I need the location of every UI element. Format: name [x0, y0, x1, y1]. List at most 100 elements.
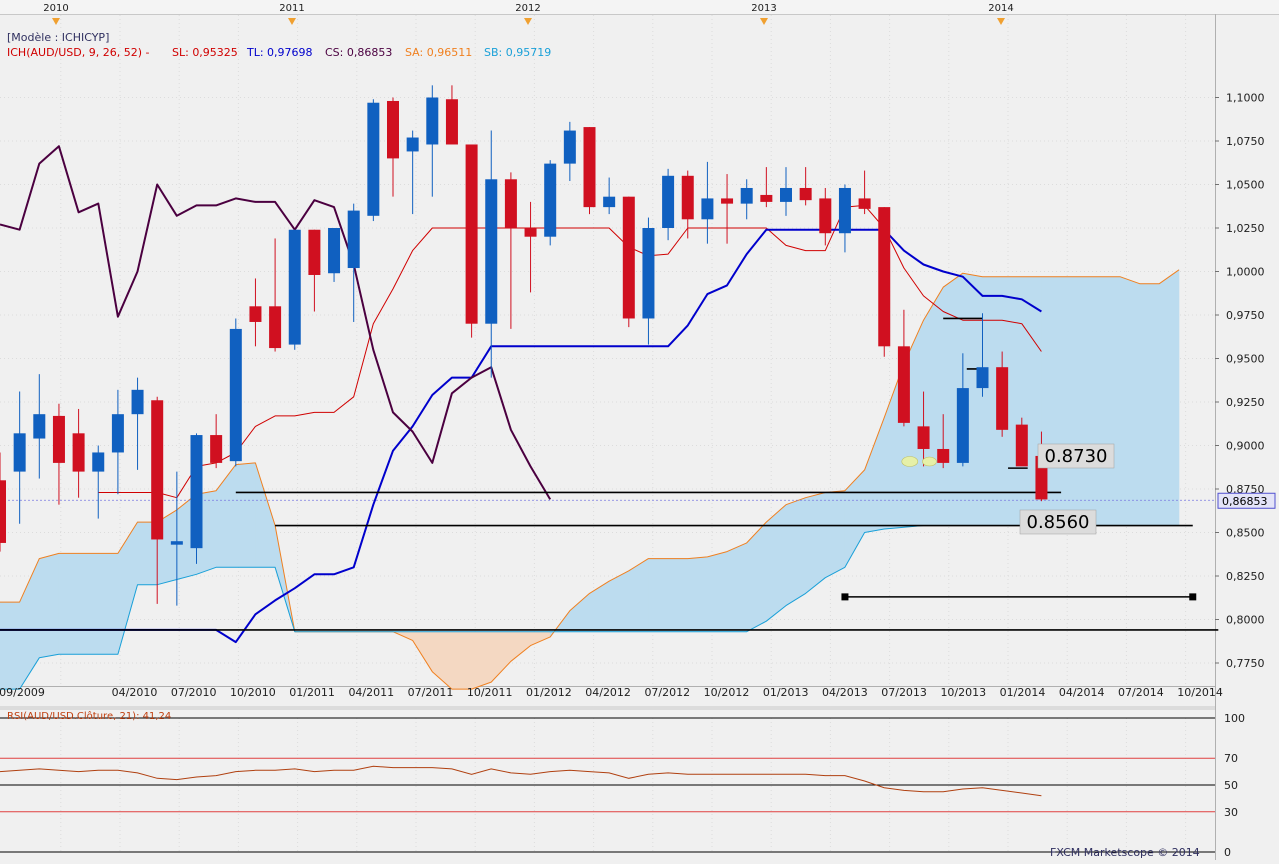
- candle-body: [524, 228, 537, 237]
- x-axis-label: 10/2010: [230, 686, 276, 699]
- current-price-label: 0,86853: [1222, 495, 1268, 508]
- cloud-segment: [97, 553, 119, 655]
- candlesticks: [0, 85, 1048, 606]
- x-axis-label: 04/2012: [585, 686, 631, 699]
- cloud-segment: [1080, 276, 1101, 526]
- candle-body: [367, 102, 380, 216]
- rsi-level-label: 70: [1224, 752, 1238, 765]
- candle-body: [72, 433, 85, 472]
- candle-body: [504, 179, 517, 228]
- cloud-segment: [1159, 269, 1180, 526]
- x-axis-label: 07/2012: [644, 686, 690, 699]
- candle-body: [111, 414, 124, 453]
- cloud-segment: [785, 497, 806, 607]
- candle-body: [721, 198, 734, 204]
- x-axis-label: 07/2013: [881, 686, 927, 699]
- cloud-segment: [805, 492, 826, 595]
- price-tick-label: 1,0750: [1226, 135, 1265, 148]
- cloud-segment: [726, 542, 748, 632]
- candle-body: [33, 414, 46, 439]
- cloud-segment: [766, 503, 787, 622]
- cloud-segment: [471, 631, 492, 690]
- chikou-span-line: [0, 145, 552, 500]
- price-tick-label: 1,1000: [1226, 92, 1265, 105]
- legend-item: SL: 0,95325: [172, 46, 238, 59]
- price-tick-label: 1,0250: [1226, 222, 1265, 235]
- candle-body: [780, 187, 792, 202]
- x-axis-label: 01/2014: [1000, 686, 1046, 699]
- candle-body: [897, 346, 910, 423]
- price-tick-label: 1,0500: [1226, 179, 1265, 192]
- cloud-segment: [235, 462, 256, 568]
- x-axis-label: 07/2014: [1118, 686, 1164, 699]
- candle-body: [956, 388, 969, 463]
- candle-body: [190, 435, 203, 549]
- cloud-segment: [824, 490, 846, 579]
- candle-body: [0, 480, 6, 543]
- x-axis-label: 04/2013: [822, 686, 868, 699]
- rsi-level-label: 30: [1224, 806, 1238, 819]
- year-marker: [997, 18, 1005, 25]
- candle-body: [308, 229, 321, 275]
- x-axis-label: 01/2013: [763, 686, 809, 699]
- price-tick-label: 0,9500: [1226, 353, 1265, 366]
- x-axis-label: 07/2010: [171, 686, 217, 699]
- rsi-level-label: 100: [1224, 712, 1245, 725]
- cloud-segment: [78, 553, 99, 655]
- line-endpoint-marker: [841, 593, 849, 601]
- candle-body: [387, 100, 399, 159]
- candle-body: [170, 541, 183, 545]
- candle-body: [544, 163, 557, 237]
- x-axis-label: 10/2014: [1177, 686, 1223, 699]
- x-axis-label: 10/2011: [467, 686, 513, 699]
- price-tick-label: 0,9750: [1226, 309, 1265, 322]
- panel-separator: [0, 706, 1215, 710]
- year-marker: [288, 18, 296, 25]
- candle-body: [917, 426, 930, 449]
- legend-item: SB: 0,95719: [484, 46, 551, 59]
- cloud-segment: [0, 601, 20, 690]
- candle-body: [662, 175, 675, 228]
- candle-body: [229, 328, 242, 462]
- candle-body: [288, 229, 301, 345]
- cloud-segment: [687, 556, 708, 632]
- candle-body: [603, 196, 616, 208]
- candle-body: [622, 196, 635, 319]
- x-axis-label: 10/2013: [940, 686, 986, 699]
- price-axis: 1,1000 1,0750 1,0500 1,0250 1,0000 0,9750 0,95…: [1215, 92, 1276, 670]
- legend-item: CS: 0,86853: [325, 46, 392, 59]
- year-label: 2011: [279, 3, 304, 14]
- candle-body: [485, 179, 498, 324]
- candle-body: [681, 175, 694, 220]
- year-label: 2012: [515, 3, 540, 14]
- legend-item: ICH(AUD/USD, 9, 26, 52) -: [7, 46, 150, 59]
- candle-body: [52, 415, 65, 463]
- cloud-segment: [1139, 283, 1160, 526]
- year-marker: [760, 18, 768, 25]
- cloud-segment: [1119, 276, 1140, 526]
- candle-body: [878, 207, 891, 347]
- candle-body: [976, 367, 989, 389]
- year-label: 2010: [43, 3, 68, 14]
- year-band: [0, 0, 1279, 14]
- support-lines: [0, 317, 1219, 631]
- candle-body: [426, 97, 439, 145]
- candle-body: [858, 198, 871, 209]
- candle-body: [131, 389, 144, 415]
- price-tick-label: 0,9000: [1226, 440, 1265, 453]
- price-tick-label: 0,8500: [1226, 527, 1265, 540]
- candle-body: [249, 306, 262, 322]
- x-axis-label: 04/2010: [112, 686, 158, 699]
- x-axis-label: 10/2012: [704, 686, 750, 699]
- candle-body: [1015, 424, 1028, 467]
- cloud-segment: [1100, 276, 1121, 526]
- cloud-segment: [667, 558, 689, 632]
- level-annotation-box: [1037, 443, 1115, 469]
- x-axis-label: 07/2011: [408, 686, 454, 699]
- candle-body: [838, 187, 851, 234]
- cloud-segment: [38, 552, 60, 659]
- candle-body: [819, 198, 832, 234]
- line-endpoint-marker: [1189, 593, 1197, 601]
